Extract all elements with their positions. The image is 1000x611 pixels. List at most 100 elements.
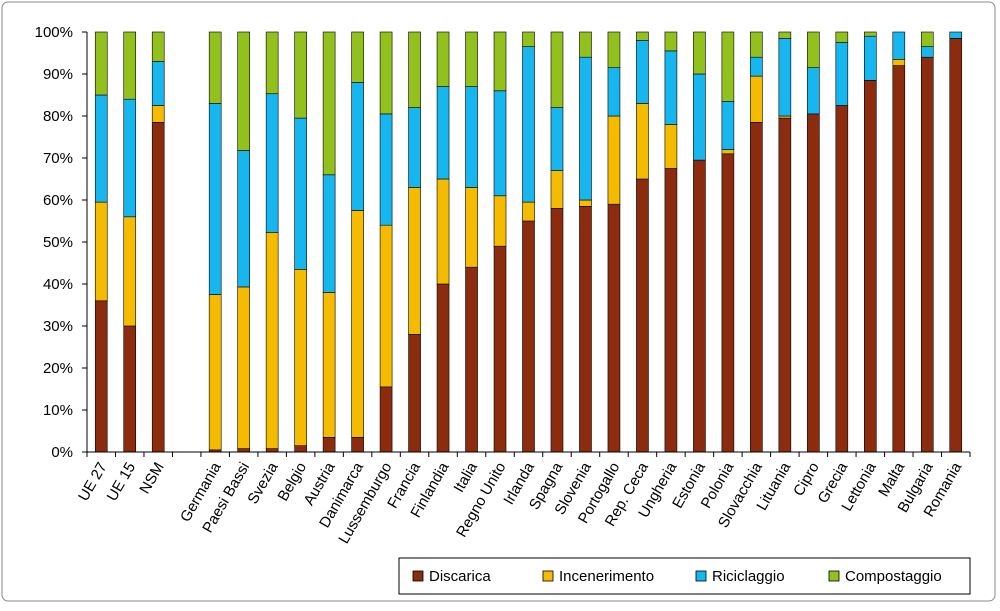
bar-segment-discarica (265, 448, 279, 453)
y-tick-label: 80% (43, 108, 73, 125)
bar-segment-discarica (721, 153, 735, 453)
legend: Discarica Incenerimento Riciclaggio Compost… (398, 557, 971, 595)
bar-segment-riciclaggio (864, 35, 877, 81)
bar-segment-incenerimento (436, 178, 450, 285)
bar-segment-compostaggio (864, 31, 877, 37)
bar-segment-incenerimento (778, 115, 792, 119)
bar-segment-compostaggio (664, 31, 678, 52)
y-tick-label: 50% (43, 234, 73, 251)
bar-segment-compostaggio (94, 31, 108, 96)
bar-segment-compostaggio (920, 31, 934, 47)
bar-segment-riciclaggio (351, 82, 364, 211)
bar-segment-incenerimento (636, 103, 649, 180)
bar-segment-riciclaggio (379, 113, 393, 226)
y-tick-label: 40% (43, 276, 73, 293)
bar-segment-incenerimento (208, 294, 222, 451)
bar-segment-compostaggio (322, 31, 336, 176)
bar-segment-discarica (294, 445, 307, 453)
bar-segment-riciclaggio (493, 90, 507, 197)
legend-label-discarica: Discarica (429, 568, 491, 585)
bar-segment-compostaggio (351, 31, 364, 83)
bar-segment-compostaggio (522, 31, 535, 47)
bar-segment-discarica (949, 37, 963, 453)
bar-segment-riciclaggio (436, 86, 450, 180)
bar-segment-incenerimento (94, 201, 108, 302)
bar-segment-discarica (436, 283, 450, 453)
bar-segment-compostaggio (465, 31, 478, 87)
bar-segment-discarica (750, 122, 763, 453)
bar-segment-riciclaggio (750, 56, 763, 77)
bar-segment-discarica (636, 178, 649, 453)
bar-segment-discarica (408, 334, 421, 453)
bar-segment-incenerimento (892, 58, 906, 66)
y-tick-label: 0% (51, 444, 73, 461)
bar-segment-discarica (807, 113, 820, 453)
bar-segment-compostaggio (265, 31, 279, 95)
bar-segment-discarica (550, 208, 564, 453)
bar-segment-compostaggio (151, 31, 165, 62)
bar-segment-discarica (351, 436, 364, 453)
bar-segment-discarica (151, 122, 165, 453)
bar-segment-riciclaggio (265, 93, 279, 233)
bar-segment-incenerimento (522, 201, 535, 222)
bar-segment-riciclaggio (664, 50, 678, 125)
bar-segment-riciclaggio (208, 103, 222, 295)
legend-swatch-compostaggio (828, 570, 840, 582)
bar-segment-riciclaggio (778, 37, 792, 117)
bar-segment-riciclaggio (408, 107, 421, 188)
legend-swatch-discarica (412, 570, 424, 582)
bar-segment-incenerimento (408, 187, 421, 335)
legend-label-riciclaggio: Riciclaggio (712, 568, 785, 585)
bar-segment-incenerimento (579, 199, 592, 207)
bar-segment-riciclaggio (151, 61, 165, 106)
bar-segment-incenerimento (237, 286, 250, 449)
bar-segment-incenerimento (465, 187, 478, 268)
bar-segment-incenerimento (123, 216, 137, 327)
bar-segment-incenerimento (294, 268, 307, 446)
bar-segment-compostaggio (750, 31, 763, 58)
bar-segment-incenerimento (493, 195, 507, 247)
bar-segment-discarica (94, 300, 108, 453)
bar-segment-compostaggio (237, 31, 250, 151)
bar-segment-discarica (778, 117, 792, 453)
bar-segment-discarica (123, 325, 137, 453)
bar-segment-discarica (322, 436, 336, 453)
bar-segment-riciclaggio (123, 98, 137, 218)
bar-segment-incenerimento (151, 105, 165, 123)
bar-segment-discarica (920, 56, 934, 453)
bar-segment-riciclaggio (693, 73, 706, 161)
legend-swatch-riciclaggio (695, 570, 707, 582)
bar-segment-riciclaggio (94, 94, 108, 203)
bar-segment-riciclaggio (949, 31, 963, 39)
bar-segment-discarica (465, 266, 478, 453)
bar-segment-incenerimento (322, 292, 336, 438)
bar-segment-riciclaggio (636, 40, 649, 104)
bar-segment-incenerimento (351, 210, 364, 438)
bar-segment-discarica (237, 448, 250, 453)
bar-segment-incenerimento (379, 224, 393, 388)
bar-segment-riciclaggio (892, 31, 906, 60)
bar-segment-riciclaggio (579, 56, 592, 201)
bar-segment-riciclaggio (550, 107, 564, 171)
y-tick-label: 90% (43, 66, 73, 83)
bar-segment-riciclaggio (465, 86, 478, 188)
bar-segment-riciclaggio (920, 46, 934, 58)
bar-segment-discarica (864, 80, 877, 453)
bar-segment-compostaggio (807, 31, 820, 69)
bar-segment-compostaggio (636, 31, 649, 41)
bar-segment-discarica (579, 206, 592, 453)
legend-box (398, 557, 971, 595)
bar-segment-compostaggio (294, 31, 307, 119)
bar-segment-riciclaggio (607, 67, 621, 117)
bar-segment-compostaggio (778, 31, 792, 39)
bar-segment-compostaggio (436, 31, 450, 87)
bar-segment-riciclaggio (807, 67, 820, 115)
legend-label-compostaggio: Compostaggio (845, 568, 942, 585)
bar-segment-riciclaggio (322, 174, 336, 293)
bar-segment-compostaggio (208, 31, 222, 104)
y-tick-label: 20% (43, 360, 73, 377)
bar-segment-discarica (693, 159, 706, 453)
bar-segment-compostaggio (493, 31, 507, 92)
